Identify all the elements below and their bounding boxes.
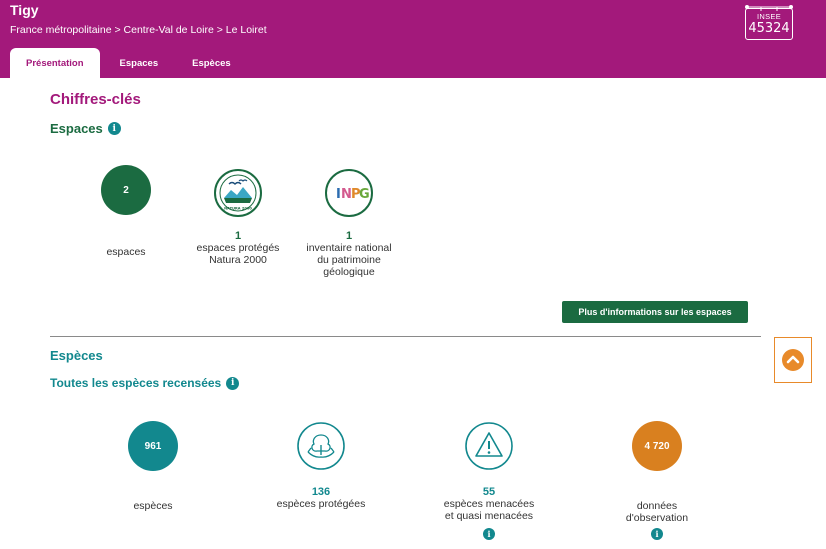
scroll-to-top-button[interactable]: [774, 337, 812, 383]
tab-espaces[interactable]: Espaces: [119, 57, 159, 69]
tab-bar: Présentation Espaces Espèces: [10, 48, 251, 78]
spaces-heading-label: Espaces: [50, 121, 103, 136]
threatened-species-label-line2: et quasi menacées: [444, 510, 534, 522]
protected-species-stat: 136 espèces protégées: [261, 486, 381, 510]
svg-text:I: I: [336, 187, 341, 202]
threatened-species-icon: [464, 421, 514, 471]
svg-text:P: P: [351, 187, 361, 202]
svg-text:G: G: [359, 187, 370, 202]
inpg-count: 1: [345, 230, 353, 242]
section-divider: [50, 336, 761, 337]
info-icon[interactable]: i: [651, 528, 663, 540]
more-spaces-button[interactable]: Plus d'informations sur les espaces: [562, 301, 748, 323]
inpg-label-line2: du patrimoine: [317, 254, 381, 266]
observations-label-line1: données: [636, 500, 678, 512]
info-icon[interactable]: i: [226, 376, 240, 390]
info-icon[interactable]: i: [483, 528, 495, 540]
natura-2000-count: 1: [234, 230, 242, 242]
inpg-stat: 1 inventaire national du patrimoine géol…: [289, 230, 409, 278]
threatened-species-count: 55: [482, 486, 496, 498]
species-count-circle: 961: [128, 421, 178, 471]
info-icon[interactable]: i: [107, 122, 121, 135]
natura-logo-text: NATURA 2000: [224, 207, 252, 211]
inpg-logo-icon: I N P G: [324, 168, 374, 218]
species-heading-label: Espèces: [50, 348, 103, 363]
spaces-count-circle: 2: [101, 165, 151, 215]
natura-2000-logo-icon: NATURA 2000: [213, 168, 263, 218]
all-species-subheading: Toutes les espèces recensées i: [50, 376, 240, 390]
spaces-heading: Espaces i: [50, 121, 121, 136]
tab-presentation[interactable]: Présentation: [10, 48, 100, 78]
page-title: Tigy: [10, 2, 39, 18]
observations-label-line2: d'observation: [625, 512, 689, 524]
protected-species-label: espèces protégées: [276, 498, 366, 510]
species-heading: Espèces: [50, 348, 103, 363]
observations-count-circle: 4 720: [632, 421, 682, 471]
all-species-label: Toutes les espèces recensées: [50, 376, 222, 390]
protected-species-count: 136: [311, 486, 331, 498]
insee-code: 45324: [748, 21, 790, 36]
key-figures-heading: Chiffres-clés: [50, 91, 141, 108]
inpg-label-line3: géologique: [323, 266, 375, 278]
top-banner: Tigy France métropolitaine > Centre-Val …: [0, 0, 826, 78]
inpg-label-line1: inventaire national: [306, 242, 392, 254]
natura-2000-label-line2: Natura 2000: [209, 254, 267, 266]
natura-2000-label-line1: espaces protégés: [196, 242, 280, 254]
spaces-count-label: espaces: [106, 246, 146, 258]
threatened-species-stat: 55 espèces menacées et quasi menacées: [429, 486, 549, 522]
breadcrumb[interactable]: France métropolitaine > Centre-Val de Lo…: [10, 24, 267, 36]
chevron-up-icon: [782, 349, 804, 371]
protected-species-icon: [296, 421, 346, 471]
insee-badge: INSEE 45324: [745, 8, 793, 40]
insee-label: INSEE: [756, 12, 781, 21]
threatened-species-label-line1: espèces menacées: [443, 498, 535, 510]
svg-text:N: N: [341, 187, 352, 202]
species-count-label: espèces: [133, 500, 173, 512]
natura-2000-stat: 1 espaces protégés Natura 2000: [178, 230, 298, 266]
observations-stat: données d'observation: [597, 500, 717, 524]
tab-especes[interactable]: Espèces: [192, 57, 231, 69]
